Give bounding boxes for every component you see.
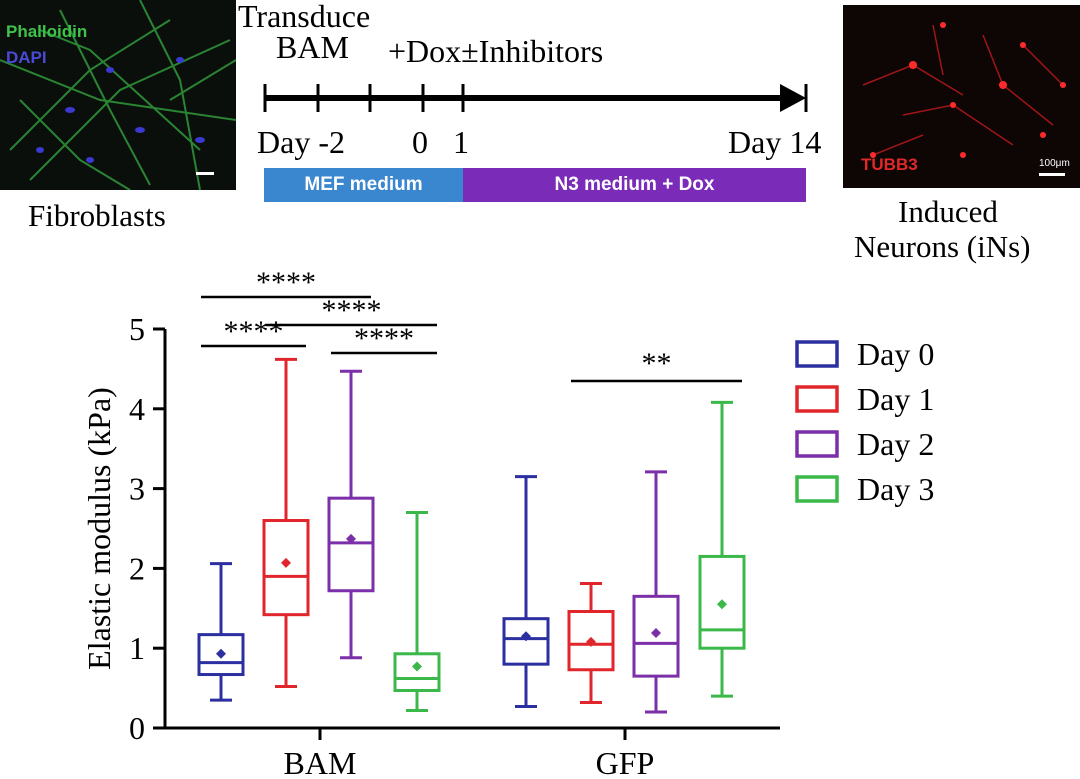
- timeline-arrow: [263, 84, 808, 112]
- iqr-box: [632, 594, 680, 678]
- dapi-label: DAPI: [6, 48, 47, 67]
- tick-day-14: Day 14: [728, 124, 822, 160]
- y-axis-label: Elastic modulus (kPa): [81, 387, 117, 670]
- tick-day-1: 1: [453, 124, 469, 160]
- x-tick-label: BAM: [284, 745, 357, 779]
- step-transduce: Transduce: [238, 0, 371, 34]
- n3-medium-segment: N3 medium + Dox: [463, 168, 806, 202]
- iqr-box: [262, 519, 310, 617]
- fibroblasts-caption: Fibroblasts: [28, 198, 166, 233]
- legend-label: Day 3: [857, 471, 934, 507]
- mean-marker: [412, 661, 422, 672]
- legend-swatch: [795, 340, 839, 368]
- legend-swatch: [795, 385, 839, 413]
- mean-marker: [216, 648, 226, 659]
- legend-swatch: [795, 430, 839, 458]
- tubb3-label: TUBB3: [861, 155, 918, 174]
- mean-marker: [717, 599, 727, 610]
- significance-label: ****: [322, 294, 382, 327]
- iqr-box: [698, 554, 746, 650]
- iqr-box: [567, 609, 615, 672]
- y-tick-label: 1: [129, 630, 145, 666]
- significance-label: ****: [256, 266, 316, 299]
- x-tick-label: GFP: [596, 745, 655, 779]
- phalloidin-label: Phalloidin: [6, 22, 88, 41]
- fibroblast-micrograph: Phalloidin DAPI: [0, 0, 236, 190]
- scale-bar: [1039, 173, 1065, 176]
- legend-label: Day 1: [857, 381, 934, 417]
- significance-label: ****: [224, 315, 284, 348]
- mean-marker: [651, 628, 661, 639]
- legend-label: Day 2: [857, 426, 934, 462]
- iqr-box: [327, 496, 375, 593]
- iqr-box: [393, 652, 441, 692]
- neuron-micrograph: TUBB3 100μm: [843, 5, 1080, 188]
- mef-medium-segment: MEF medium: [264, 168, 463, 202]
- significance-label: ****: [354, 322, 414, 355]
- legend-label: Day 0: [857, 336, 934, 372]
- step-bam: BAM: [276, 29, 349, 65]
- step-dox: +Dox±Inhibitors: [388, 33, 604, 69]
- mean-marker: [586, 636, 596, 647]
- y-tick-label: 5: [129, 311, 145, 347]
- y-tick-label: 4: [129, 391, 145, 427]
- scale-label: 100μm: [1039, 158, 1070, 169]
- scale-bar: [196, 172, 214, 175]
- mean-marker: [521, 631, 531, 642]
- legend-swatch: [795, 475, 839, 503]
- iqr-box: [502, 617, 550, 666]
- neurons-caption-line2: Neurons (iNs): [854, 229, 1031, 264]
- iqr-box: [197, 633, 245, 677]
- tick-day-0: 0: [412, 124, 428, 160]
- significance-label: **: [642, 347, 672, 380]
- fibroblast-image: [0, 0, 236, 190]
- y-tick-label: 0: [129, 710, 145, 746]
- y-tick-label: 2: [129, 550, 145, 586]
- neurons-caption-line1: Induced: [898, 194, 998, 229]
- mean-marker: [281, 557, 291, 568]
- medium-bar: MEF medium N3 medium + Dox: [264, 168, 806, 202]
- mean-marker: [346, 533, 356, 544]
- y-tick-label: 3: [129, 471, 145, 507]
- neuron-image: [862, 22, 1066, 176]
- tick-day-minus2: Day -2: [257, 124, 345, 160]
